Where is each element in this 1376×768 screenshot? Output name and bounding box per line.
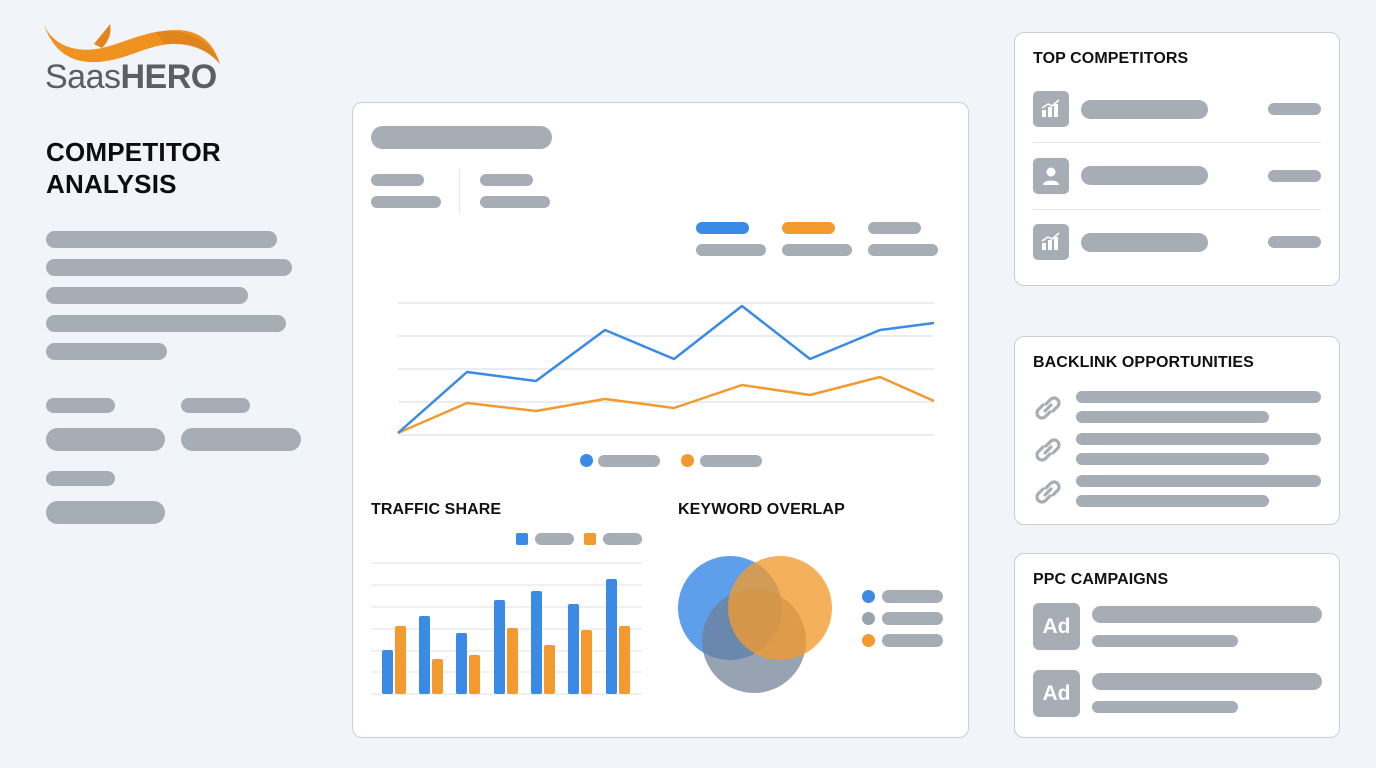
competitor-name (1081, 166, 1208, 185)
campaign-title (1092, 673, 1322, 690)
venn-circle-orange (728, 556, 832, 660)
line-series-orange (397, 375, 935, 435)
text-placeholder (46, 343, 167, 360)
backlink-title (1076, 475, 1321, 487)
bar-chart-icon (1033, 224, 1069, 260)
metric-label (371, 174, 424, 186)
legend-label (882, 612, 943, 625)
bar-chart-gridlines (371, 562, 642, 695)
backlink-detail (1076, 495, 1269, 507)
backlink-opportunities-title: BACKLINK OPPORTUNITIES (1033, 354, 1254, 371)
backlink-detail (1076, 453, 1269, 465)
filter-tab-label (696, 244, 766, 256)
legend-dot-blue (862, 590, 875, 603)
backlink-detail (1076, 411, 1269, 423)
logo-swoosh-icon (42, 18, 220, 65)
stat-value (46, 501, 165, 524)
legend-dot-orange (681, 454, 694, 467)
filter-tab-label (868, 244, 938, 256)
ad-badge-icon: Ad (1033, 670, 1080, 717)
legend-label (882, 634, 943, 647)
legend-label (603, 533, 642, 545)
stat-label (46, 471, 115, 486)
campaign-detail (1092, 701, 1238, 713)
filter-tab-label (782, 244, 852, 256)
top-competitors-title: TOP COMPETITORS (1033, 50, 1189, 67)
metric-label (480, 174, 533, 186)
filter-tab-blue[interactable] (696, 222, 749, 234)
text-placeholder (46, 287, 248, 304)
stat-value (181, 428, 301, 451)
logo-text-light: Saas (45, 58, 121, 96)
metric-value (371, 196, 441, 208)
legend-label (882, 590, 943, 603)
legend-dot-blue (580, 454, 593, 467)
backlink-title (1076, 433, 1321, 445)
list-divider (1033, 142, 1321, 143)
line-chart (397, 302, 935, 436)
list-divider (1033, 209, 1321, 210)
page-title-line2: ANALYSIS (46, 169, 177, 199)
text-placeholder (46, 259, 292, 276)
legend-label (700, 455, 762, 467)
link-icon (1035, 480, 1061, 504)
backlink-opportunities-panel (1014, 336, 1340, 525)
stat-label (181, 398, 250, 413)
panel-title-placeholder (371, 126, 552, 149)
bar-series-blue (382, 579, 617, 694)
legend-label (598, 455, 660, 467)
competitor-name (1081, 100, 1208, 119)
legend-dot-orange (862, 634, 875, 647)
text-placeholder (46, 315, 286, 332)
traffic-share-title: TRAFFIC SHARE (371, 501, 502, 518)
page-title: COMPETITOR ANALYSIS (46, 136, 221, 200)
metric-divider (459, 169, 460, 213)
campaign-title (1092, 606, 1322, 623)
filter-tab-orange[interactable] (782, 222, 835, 234)
traffic-share-bar-chart (371, 562, 642, 695)
legend-label (535, 533, 574, 545)
keyword-overlap-title: KEYWORD OVERLAP (678, 501, 845, 518)
line-chart-gridlines (398, 302, 934, 436)
legend-square-orange (584, 533, 596, 545)
ad-badge-icon: Ad (1033, 603, 1080, 650)
campaign-detail (1092, 635, 1238, 647)
filter-tab-gray[interactable] (868, 222, 921, 234)
legend-dot-gray (862, 612, 875, 625)
ppc-campaigns-title: PPC CAMPAIGNS (1033, 571, 1169, 588)
keyword-overlap-venn (678, 556, 832, 693)
user-icon (1033, 158, 1069, 194)
bar-series-orange (395, 626, 630, 694)
link-icon (1035, 396, 1061, 420)
competitor-metric (1268, 103, 1321, 115)
metric-value (480, 196, 550, 208)
stat-label (46, 398, 115, 413)
logo-text: SaasHERO (45, 58, 217, 97)
competitor-metric (1268, 236, 1321, 248)
main-dashboard-panel (352, 102, 969, 738)
text-placeholder (46, 231, 277, 248)
competitor-name (1081, 233, 1208, 252)
competitor-metric (1268, 170, 1321, 182)
backlink-title (1076, 391, 1321, 403)
logo-text-bold: HERO (120, 58, 218, 96)
stat-value (46, 428, 165, 451)
link-icon (1035, 438, 1061, 462)
bar-chart-icon (1033, 91, 1069, 127)
line-series-blue (397, 304, 935, 434)
legend-square-blue (516, 533, 528, 545)
page-title-line1: COMPETITOR (46, 137, 221, 167)
